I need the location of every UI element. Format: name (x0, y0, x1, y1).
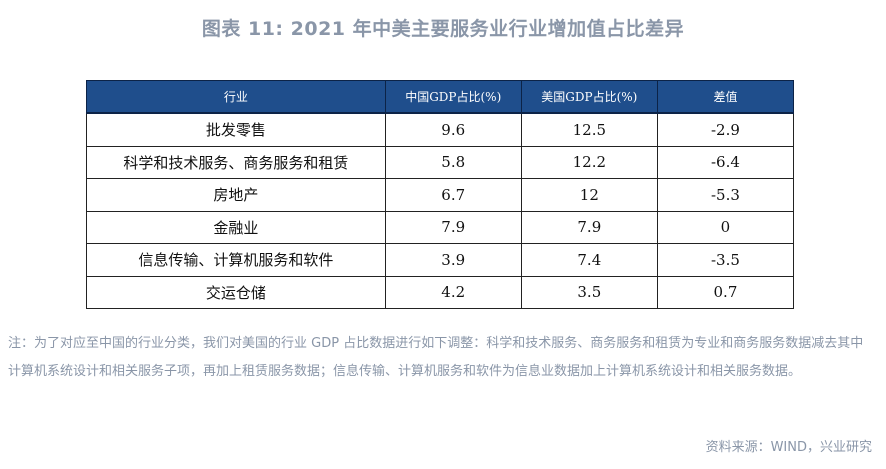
industry-cell: 交运仓储 (86, 275, 386, 309)
us-share-cell: 7.9 (520, 210, 658, 244)
difference-cell: -6.4 (656, 145, 795, 179)
china-share-cell: 9.6 (384, 112, 522, 147)
us-share-cell: 12.5 (520, 112, 658, 147)
table-row: 信息传输、计算机服务和软件 3.9 7.4 -3.5 (86, 243, 795, 277)
comparison-table: 行业 中国GDP占比(%) 美国GDP占比(%) 差值 批发零售 9.6 12.… (86, 80, 795, 309)
industry-cell: 金融业 (86, 210, 386, 244)
figure-title: 图表 11: 2021 年中美主要服务业行业增加值占比差异 (201, 18, 685, 40)
china-share-cell: 4.2 (384, 275, 522, 309)
industry-cell: 房地产 (86, 178, 386, 212)
us-share-cell: 7.4 (520, 243, 658, 277)
column-header-us-gdp-share: 美国GDP占比(%) (520, 80, 658, 114)
us-share-cell: 3.5 (520, 275, 658, 309)
china-share-cell: 7.9 (384, 210, 522, 244)
table-row: 科学和技术服务、商务服务和租赁 5.8 12.2 -6.4 (86, 145, 795, 179)
table-row: 金融业 7.9 7.9 0 (86, 210, 795, 244)
industry-cell: 信息传输、计算机服务和软件 (86, 243, 386, 277)
difference-cell: -2.9 (656, 112, 795, 147)
difference-cell: -3.5 (656, 243, 795, 277)
us-share-cell: 12.2 (520, 145, 658, 179)
industry-cell: 科学和技术服务、商务服务和租赁 (86, 145, 386, 179)
footnote: 注：为了对应至中国的行业分类，我们对美国的行业 GDP 占比数据进行如下调整：科… (8, 336, 864, 379)
china-share-cell: 6.7 (384, 178, 522, 212)
table-row: 房地产 6.7 12 -5.3 (86, 178, 795, 212)
source-citation: 资料来源：WIND，兴业研究 (705, 440, 872, 455)
difference-cell: 0.7 (656, 275, 795, 309)
table-row: 交运仓储 4.2 3.5 0.7 (86, 275, 795, 309)
column-header-industry: 行业 (86, 80, 386, 114)
column-header-china-gdp-share: 中国GDP占比(%) (384, 80, 522, 114)
china-share-cell: 5.8 (384, 145, 522, 179)
china-share-cell: 3.9 (384, 243, 522, 277)
column-header-difference: 差值 (656, 80, 795, 114)
difference-cell: 0 (656, 210, 795, 244)
table-row: 批发零售 9.6 12.5 -2.9 (86, 112, 795, 147)
table-header-row: 行业 中国GDP占比(%) 美国GDP占比(%) 差值 (86, 80, 795, 114)
us-share-cell: 12 (520, 178, 658, 212)
industry-cell: 批发零售 (86, 112, 386, 147)
difference-cell: -5.3 (656, 178, 795, 212)
